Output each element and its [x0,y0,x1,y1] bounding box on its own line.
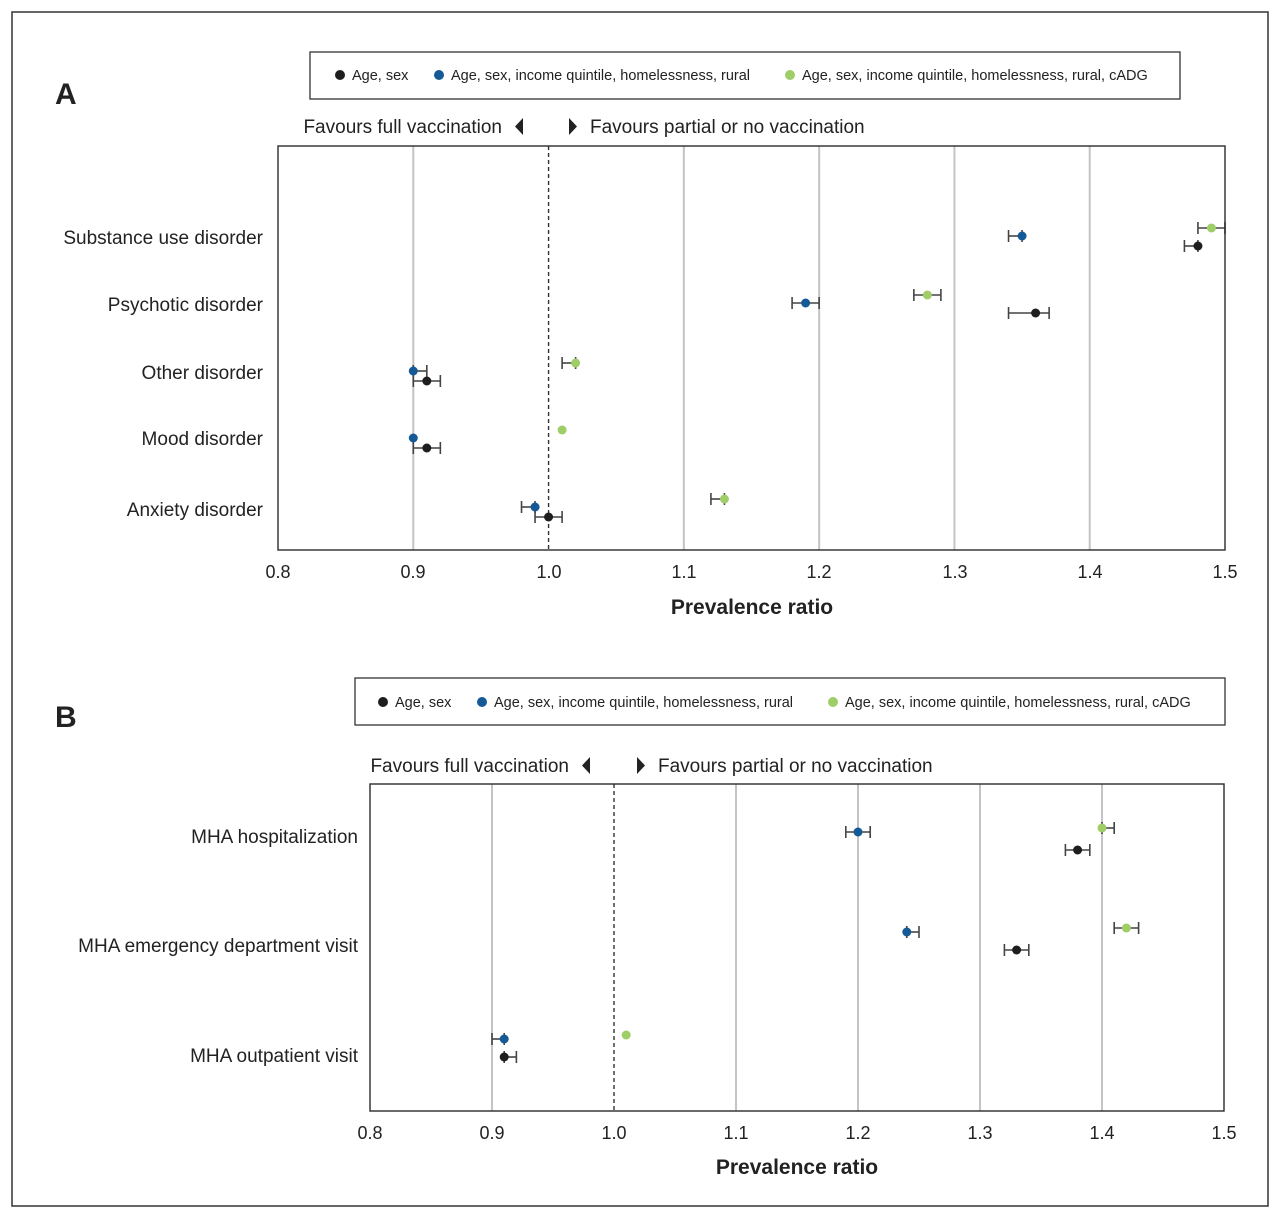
data-point-series-age-sex [422,443,432,453]
panel-b-category-labels: MHA hospitalization MHA emergency depart… [78,827,359,1067]
panel-a-legend-box [309,51,1181,100]
panel-b-tick-label: 1.3 [967,1123,992,1143]
panel-a-tick-label: 1.3 [942,562,967,582]
panel-a-points [408,223,1216,522]
left-triangle-icon [582,757,590,774]
panel-a: A Age, sex Age, sex, income quintile, ho… [55,51,1238,619]
panel-a-x-axis-title: Prevalence ratio [671,596,833,619]
panel-b-letter: B [55,701,77,734]
panel-a-category-label: Other disorder [142,363,264,384]
panel-a-plot-frame [277,145,1226,551]
right-triangle-icon [637,757,645,774]
data-point-series-adjusted [530,502,540,512]
data-point-series-age-sex [1073,845,1083,855]
panel-a-tick-label: 0.9 [400,562,425,582]
data-point-series-age-sex [1012,945,1022,955]
figure-border [11,11,1269,1207]
panel-a-favours-full-label: Favours full vaccination [303,117,502,138]
panel-b-tick-label: 1.4 [1089,1123,1114,1143]
panel-a-tick-label: 1.2 [806,562,831,582]
data-point-series-adjusted-cadg [719,494,729,504]
panel-b-direction-labels: Favours full vaccination Favours partial… [370,756,932,777]
data-point-series-age-sex [422,376,432,386]
panel-b-category-label: MHA outpatient visit [190,1046,359,1067]
panel-a-direction-labels: Favours full vaccination Favours partial… [303,117,864,138]
left-triangle-icon [515,118,523,135]
panel-b-tick-label: 1.2 [845,1123,870,1143]
data-point-series-adjusted [499,1034,509,1044]
panel-a-tick-label: 0.8 [265,562,290,582]
panel-b-legend-marker-3 [828,697,838,707]
data-point-series-adjusted-cadg [922,290,932,300]
panel-b-errorbars [491,822,1140,1063]
data-point-series-age-sex [544,512,554,522]
right-triangle-icon [569,118,577,135]
panel-b-tick-label: 1.1 [723,1123,748,1143]
data-point-series-adjusted-cadg [571,358,581,368]
panel-b-legend-marker-2 [477,697,487,707]
panel-a-legend-marker-3 [785,70,795,80]
panel-a-tick-label: 1.1 [671,562,696,582]
panel-a-legend-label-3: Age, sex, income quintile, homelessness,… [802,68,1148,84]
data-point-series-adjusted [408,433,418,443]
panel-b-legend: Age, sex Age, sex, income quintile, home… [354,677,1226,726]
panel-b-category-label: MHA emergency department visit [78,936,359,957]
panel-b-legend-label-1: Age, sex [395,695,452,711]
panel-b-tick-label: 0.9 [479,1123,504,1143]
data-point-series-age-sex [1193,241,1203,251]
panel-b-x-axis-title: Prevalence ratio [716,1156,878,1179]
data-point-series-adjusted-cadg [557,425,567,435]
panel-b-gridlines [491,784,1103,1111]
panel-b-tick-labels: 0.8 0.9 1.0 1.1 1.2 1.3 1.4 1.5 [357,1123,1236,1143]
panel-b-legend-label-3: Age, sex, income quintile, homelessness,… [845,695,1191,711]
panel-a-legend: Age, sex Age, sex, income quintile, home… [309,51,1181,100]
panel-b-tick-label: 1.5 [1211,1123,1236,1143]
panel-a-tick-label: 1.0 [536,562,561,582]
panel-a-tick-labels: 0.8 0.9 1.0 1.1 1.2 1.3 1.4 1.5 [265,562,1237,582]
panel-b-favours-partial-label: Favours partial or no vaccination [658,756,933,777]
panel-a-legend-label-1: Age, sex [352,68,409,84]
data-point-series-adjusted [902,927,912,937]
panel-a-tick-label: 1.4 [1077,562,1102,582]
panel-a-category-label: Substance use disorder [63,228,263,249]
panel-b-tick-label: 0.8 [357,1123,382,1143]
panel-a-favours-partial-label: Favours partial or no vaccination [590,117,865,138]
data-point-series-age-sex [1031,308,1041,318]
data-point-series-age-sex [499,1052,509,1062]
data-point-series-adjusted [853,827,863,837]
data-point-series-adjusted-cadg [1121,923,1131,933]
panel-b-tick-label: 1.0 [601,1123,626,1143]
panel-a-category-label: Mood disorder [142,429,264,450]
panel-b-legend-label-2: Age, sex, income quintile, homelessness,… [494,695,793,711]
panel-b-legend-marker-1 [378,697,388,707]
panel-a-category-label: Anxiety disorder [127,500,264,521]
data-point-series-adjusted [408,366,418,376]
data-point-series-adjusted-cadg [1206,223,1216,233]
panel-a-legend-label-2: Age, sex, income quintile, homelessness,… [451,68,750,84]
panel-a-tick-label: 1.5 [1212,562,1237,582]
data-point-series-adjusted [801,298,811,308]
data-point-series-adjusted-cadg [621,1030,631,1040]
panel-a-category-label: Psychotic disorder [108,295,264,316]
panel-b-category-label: MHA hospitalization [191,827,358,848]
panel-a-legend-marker-1 [335,70,345,80]
panel-a-legend-marker-2 [434,70,444,80]
panel-b: B Age, sex Age, sex, income quintile, ho… [55,677,1237,1179]
panel-a-gridlines [412,146,1091,550]
panel-b-plot-frame [369,783,1225,1112]
panel-a-letter: A [55,78,77,111]
panel-b-favours-full-label: Favours full vaccination [370,756,569,777]
panel-a-category-labels: Substance use disorder Psychotic disorde… [63,228,263,521]
data-point-series-adjusted [1017,231,1027,241]
panel-b-legend-box [354,677,1226,726]
panel-b-points [499,823,1131,1062]
data-point-series-adjusted-cadg [1097,823,1107,833]
